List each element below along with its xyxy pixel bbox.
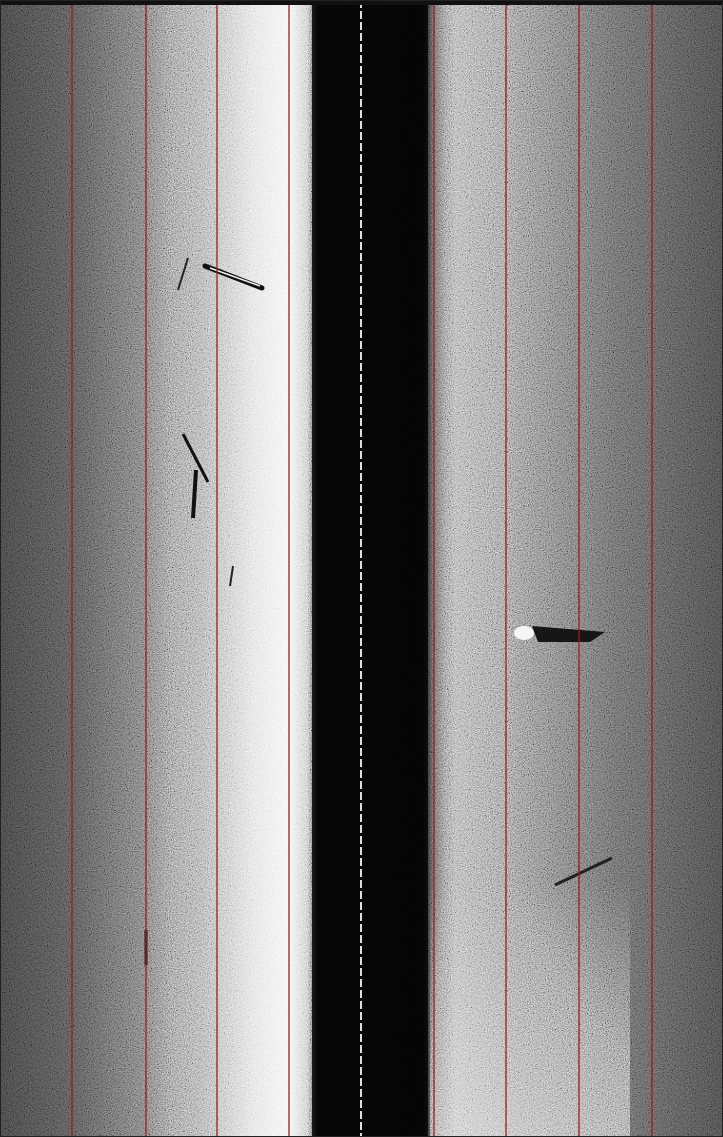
target-streak xyxy=(554,856,613,887)
top-bar xyxy=(0,0,723,5)
target-streak xyxy=(181,433,210,483)
target-shadow xyxy=(532,626,605,642)
target-streak xyxy=(191,469,198,519)
target-highlight xyxy=(209,267,261,287)
range-lines xyxy=(71,0,653,1137)
target-streak xyxy=(177,257,189,291)
water-column xyxy=(312,0,428,1137)
target-echo xyxy=(514,626,534,640)
target-streak xyxy=(229,565,234,587)
targets xyxy=(144,257,613,965)
